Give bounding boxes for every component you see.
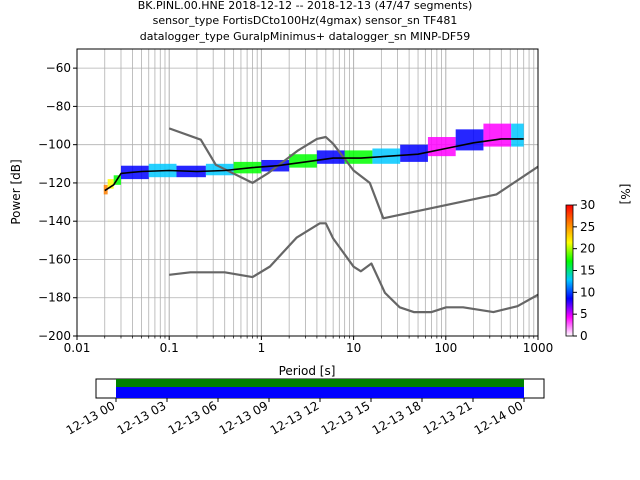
x-tick-label: 10 xyxy=(346,341,361,355)
x-tick-label: 0.01 xyxy=(64,341,91,355)
plot-frame xyxy=(76,48,539,337)
timeline-tick-label: 12-14 00 xyxy=(472,398,526,437)
colorbar-tick-label: 10 xyxy=(580,285,595,299)
density-cell xyxy=(483,123,512,147)
line-noise-model-low xyxy=(169,222,538,314)
x-tick-label: 1000 xyxy=(523,341,554,355)
y-axis-ticks: −60 −80 −100 −120 −140 −160 −180 −200 xyxy=(38,61,77,343)
density-cell xyxy=(511,123,524,147)
x-tick-label: 100 xyxy=(434,341,457,355)
x-tick-label: 0.1 xyxy=(160,341,179,355)
line-noise-model-high xyxy=(168,127,538,220)
colorbar-tick-label: 0 xyxy=(580,329,588,343)
colorbar-tick-label: 15 xyxy=(580,264,595,278)
colorbar-tick-label: 30 xyxy=(580,198,595,212)
timeline-tick-label: 12-13 03 xyxy=(115,398,169,437)
y-tick-label: −200 xyxy=(38,329,71,343)
colorbar-tick-label: 25 xyxy=(580,220,595,234)
y-tick-label: −180 xyxy=(38,291,71,305)
timeline-tick-label: 12-13 06 xyxy=(166,398,220,437)
colorbar-tick-label: 5 xyxy=(580,307,588,321)
x-axis-label: Period [s] xyxy=(279,364,336,378)
colorbar xyxy=(565,204,574,337)
plot-grid xyxy=(77,49,538,336)
chart-title-line2: sensor_type FortisDCto100Hz(4gmax) senso… xyxy=(153,14,458,27)
y-axis-label: Power [dB] xyxy=(9,159,23,224)
y-tick-label: −60 xyxy=(46,61,71,75)
y-tick-label: −160 xyxy=(38,252,71,266)
ppsd-density xyxy=(103,123,524,195)
density-cell xyxy=(400,144,428,162)
timeline-tick-label: 12-13 00 xyxy=(64,398,118,437)
timeline-bar-psd-segments xyxy=(116,387,524,398)
timeline-bar-data-available xyxy=(116,379,524,387)
line-median xyxy=(104,138,524,192)
timeline-tick-label: 12-13 21 xyxy=(421,398,475,437)
density-cell xyxy=(107,179,114,189)
colorbar-label: [%] xyxy=(618,184,632,205)
density-cell xyxy=(205,163,234,176)
timeline-bars xyxy=(116,379,524,398)
colorbar-tick-label: 20 xyxy=(580,242,595,256)
density-cell xyxy=(344,150,373,164)
density-cell xyxy=(316,150,345,164)
y-tick-label: −80 xyxy=(46,99,71,113)
timeline-tick-label: 12-13 18 xyxy=(370,398,424,437)
model-lines xyxy=(104,127,538,314)
timeline-tick-label: 12-13 12 xyxy=(268,398,322,437)
chart-title-line1: BK.PINL.00.HNE 2018-12-12 -- 2018-12-13 … xyxy=(138,0,472,12)
timeline-tick-label: 12-13 15 xyxy=(319,398,373,437)
y-tick-label: −140 xyxy=(38,214,71,228)
y-tick-label: −120 xyxy=(38,176,71,190)
density-cell xyxy=(289,154,317,168)
colorbar-ticks: 0 5 10 15 20 25 30 xyxy=(573,198,595,343)
timeline-tick-label: 12-13 09 xyxy=(217,398,271,437)
x-axis-ticks: 0.01 0.1 1 10 100 1000 xyxy=(64,336,554,355)
x-tick-label: 1 xyxy=(258,341,266,355)
density-cell xyxy=(455,129,484,151)
chart-title-line3: datalogger_type GuralpMinimus+ datalogge… xyxy=(140,30,471,43)
y-tick-label: −100 xyxy=(38,138,71,152)
